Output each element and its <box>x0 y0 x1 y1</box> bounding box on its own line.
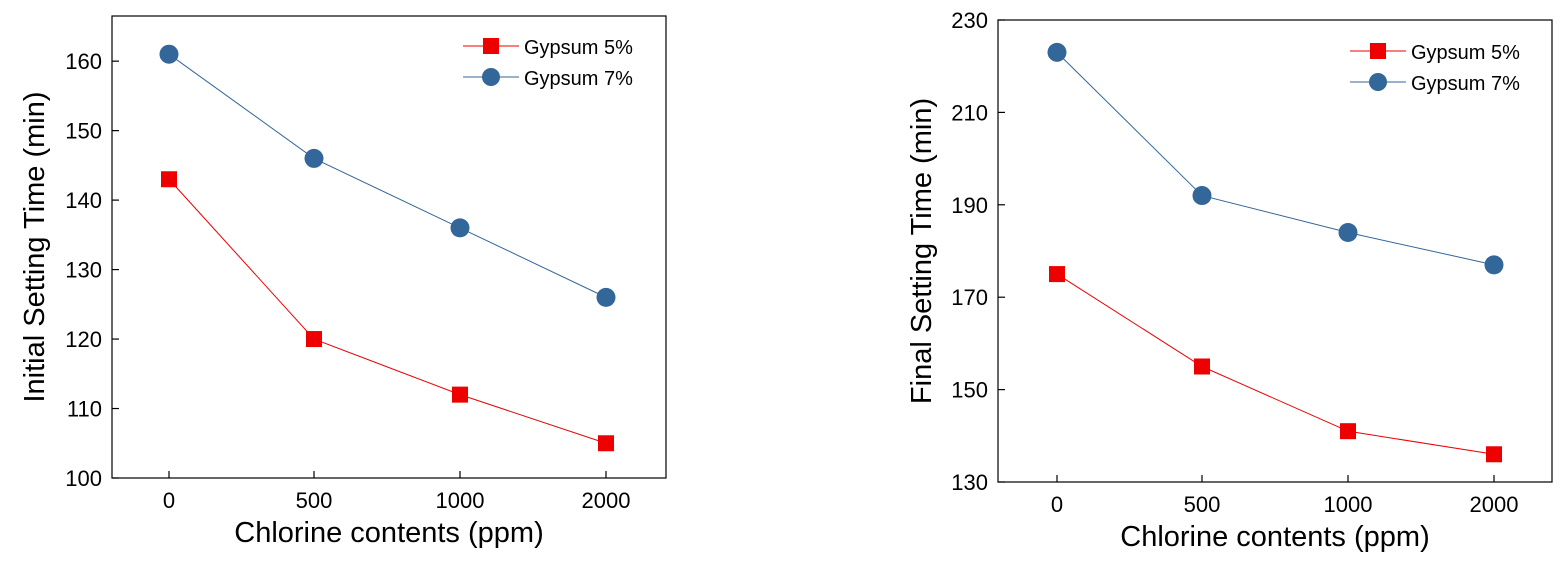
data-point-square <box>1049 266 1065 283</box>
legend-marker-circle <box>482 68 500 86</box>
y-tick-label: 130 <box>65 258 102 283</box>
x-tick-label: 2000 <box>1470 492 1519 517</box>
data-point-square <box>306 331 322 348</box>
chart-final-setting-time: 130 150 170 190 210 230 0 500 1000 2000 Final Se… <box>906 8 1553 553</box>
legend: Gypsum 5% Gypsum 7% <box>1350 42 1520 95</box>
series-markers <box>159 44 616 452</box>
x-axis-label: Chlorine contents (ppm) <box>234 517 543 549</box>
y-tick-label: 100 <box>65 466 102 491</box>
data-point-square <box>452 386 468 403</box>
x-tick-label: 0 <box>1051 492 1063 517</box>
series-line <box>168 53 607 298</box>
series-line <box>1056 51 1495 266</box>
legend-label-gypsum-5: Gypsum 5% <box>524 37 633 59</box>
y-ticks: 100 110 120 130 140 150 160 <box>65 49 119 491</box>
data-point-square <box>1340 423 1356 440</box>
data-point-square <box>161 171 177 188</box>
data-point-circle <box>304 148 324 168</box>
data-point-circle <box>596 287 616 307</box>
y-axis-label: Final Setting Time (min) <box>906 98 938 404</box>
legend-label-gypsum-5: Gypsum 5% <box>1411 42 1520 64</box>
y-tick-label: 120 <box>65 327 102 352</box>
y-tick-label: 150 <box>951 378 988 403</box>
y-tick-label: 230 <box>951 8 988 33</box>
series-markers <box>1047 42 1504 463</box>
plot-frame <box>997 19 1553 483</box>
x-tick-label: 1000 <box>1324 492 1373 517</box>
data-point-square <box>1194 358 1210 375</box>
chart-initial-setting-time: 100 110 120 130 140 150 160 0 500 1000 2000 Initi… <box>19 15 667 549</box>
x-tick-label: 500 <box>296 488 333 513</box>
series-lines <box>168 53 607 444</box>
series-lines <box>1056 51 1495 455</box>
series-line <box>168 178 607 444</box>
x-ticks: 0 500 1000 2000 <box>163 471 631 513</box>
y-tick-label: 140 <box>65 188 102 213</box>
data-point-circle <box>1484 255 1504 275</box>
plot-frame <box>111 15 667 479</box>
legend-marker-square <box>483 38 499 54</box>
legend-marker-square <box>1370 43 1386 59</box>
x-axis-label: Chlorine contents (ppm) <box>1120 521 1429 553</box>
x-tick-label: 2000 <box>582 488 631 513</box>
x-tick-label: 1000 <box>436 488 485 513</box>
data-point-circle <box>450 218 470 238</box>
x-ticks: 0 500 1000 2000 <box>1051 475 1519 517</box>
y-ticks: 130 150 170 190 210 230 <box>951 8 1005 495</box>
data-point-circle <box>1047 42 1067 62</box>
y-tick-label: 170 <box>951 285 988 310</box>
y-tick-label: 190 <box>951 193 988 218</box>
y-tick-label: 160 <box>65 49 102 74</box>
y-tick-label: 130 <box>951 470 988 495</box>
data-point-circle <box>1338 223 1358 243</box>
y-tick-label: 210 <box>951 100 988 125</box>
legend-label-gypsum-7: Gypsum 7% <box>524 68 633 90</box>
legend-marker-circle <box>1369 73 1387 91</box>
legend-label-gypsum-7: Gypsum 7% <box>1411 73 1520 95</box>
data-point-square <box>1486 446 1502 463</box>
y-tick-label: 110 <box>67 397 102 422</box>
x-tick-label: 500 <box>1184 492 1221 517</box>
data-point-circle <box>1192 186 1212 206</box>
data-point-circle <box>159 44 179 64</box>
y-axis-label: Initial Setting Time (min) <box>19 91 51 402</box>
y-tick-label: 150 <box>65 119 102 144</box>
legend: Gypsum 5% Gypsum 7% <box>463 37 633 90</box>
data-point-square <box>598 435 614 452</box>
x-tick-label: 0 <box>163 488 175 513</box>
series-line <box>1056 273 1495 455</box>
